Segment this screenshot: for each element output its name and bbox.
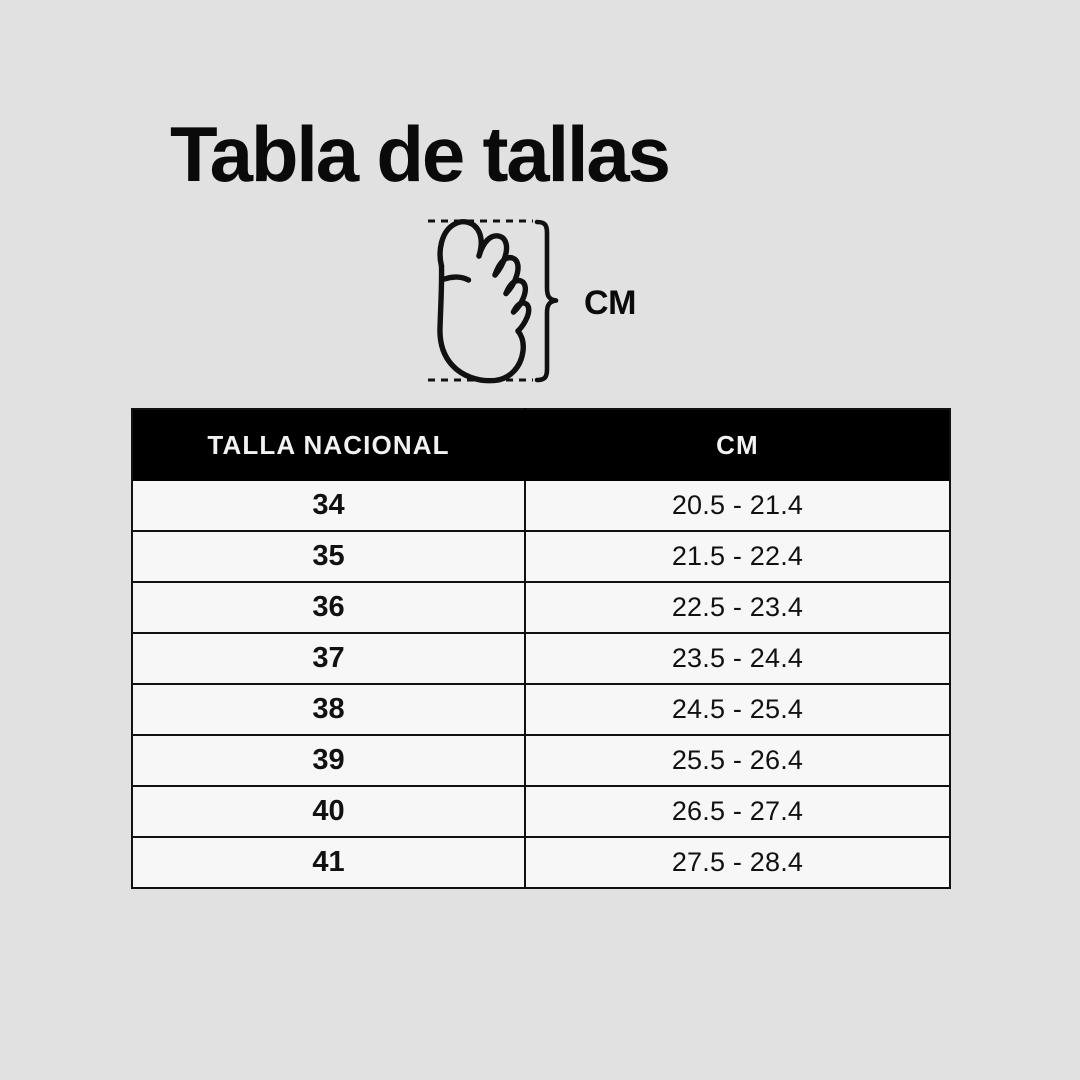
cell-size: 41 (132, 836, 525, 888)
cell-cm: 25.5 - 26.4 (524, 734, 950, 786)
cell-cm: 20.5 - 21.4 (524, 481, 950, 531)
table-row: 41 27.5 - 28.4 (132, 836, 950, 888)
column-header-talla-nacional: TALLA NACIONAL (132, 409, 525, 481)
footprint-icon (437, 219, 532, 384)
page-title: Tabla de tallas (170, 110, 671, 198)
size-chart-table: TALLA NACIONAL CM 34 20.5 - 21.4 35 21.5… (131, 408, 951, 889)
table-row: 37 23.5 - 24.4 (132, 632, 950, 684)
table-row: 36 22.5 - 23.4 (132, 581, 950, 633)
table-body: 34 20.5 - 21.4 35 21.5 - 22.4 36 22.5 - … (132, 481, 950, 888)
column-header-cm: CM (524, 409, 950, 481)
table-row: 35 21.5 - 22.4 (132, 530, 950, 582)
table-row: 34 20.5 - 21.4 (132, 481, 950, 531)
table-row: 38 24.5 - 25.4 (132, 683, 950, 735)
cm-measure-label: CM (584, 284, 637, 322)
cell-cm: 21.5 - 22.4 (524, 530, 950, 582)
foot-measurement-diagram (400, 200, 690, 400)
cell-size: 36 (132, 581, 525, 633)
cell-cm: 23.5 - 24.4 (524, 632, 950, 684)
cell-size: 40 (132, 785, 525, 837)
cell-size: 34 (132, 481, 525, 531)
cell-cm: 22.5 - 23.4 (524, 581, 950, 633)
cell-size: 35 (132, 530, 525, 582)
cell-size: 39 (132, 734, 525, 786)
table-header: TALLA NACIONAL CM (132, 409, 950, 481)
table-header-row: TALLA NACIONAL CM (132, 409, 950, 481)
table-row: 40 26.5 - 27.4 (132, 785, 950, 837)
cell-size: 37 (132, 632, 525, 684)
cell-cm: 26.5 - 27.4 (524, 785, 950, 837)
curly-brace-icon (534, 219, 559, 383)
cell-size: 38 (132, 683, 525, 735)
table-row: 39 25.5 - 26.4 (132, 734, 950, 786)
cell-cm: 27.5 - 28.4 (524, 836, 950, 888)
cell-cm: 24.5 - 25.4 (524, 683, 950, 735)
foot-measurement-svg (428, 219, 559, 384)
